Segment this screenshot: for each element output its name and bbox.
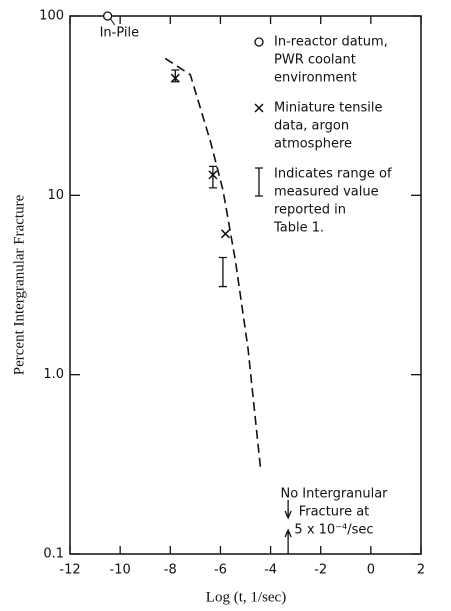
annotation-arrow [284, 528, 292, 554]
plot-frame [69, 15, 422, 555]
point-label: In-Pile [100, 26, 140, 41]
error-bar [208, 165, 217, 189]
y-tick-label: 1.0 [43, 367, 64, 382]
legend-label: PWR coolant [274, 53, 356, 68]
y-tick-label: 10 [47, 188, 64, 203]
legend-label: measured value [274, 185, 379, 200]
legend-label: Indicates range of [274, 167, 392, 182]
fit-curve [164, 57, 262, 469]
y-tick-label: 100 [39, 9, 64, 24]
x-tick-label: -12 [59, 563, 80, 578]
label-leader [110, 18, 116, 26]
legend-label: data, argon [274, 119, 349, 134]
data-point [220, 229, 230, 239]
x-tick-label: -6 [214, 563, 227, 578]
legend-label: reported in [274, 203, 346, 218]
x-tick-label: -8 [164, 563, 177, 578]
y-tick-label: 0.1 [43, 547, 64, 562]
annotation: Fracture at [299, 505, 370, 520]
y-axis-label: Percent Intergranular Fracture [11, 194, 27, 375]
annotation: 5 x 10⁻⁴/sec [294, 523, 373, 538]
annotation-arrow [284, 500, 292, 520]
legend-label: environment [274, 71, 357, 86]
x-axis-label: Log (t, 1/sec) [206, 589, 286, 605]
legend-symbol [254, 103, 264, 113]
legend-label: Miniature tensile [274, 101, 383, 116]
legend-label: atmosphere [274, 137, 352, 152]
data-point [102, 11, 113, 21]
x-tick-label: -10 [110, 563, 131, 578]
data-point [170, 73, 180, 83]
data-point [208, 170, 218, 180]
x-tick-label: -2 [314, 563, 327, 578]
annotation: No Intergranular [280, 487, 388, 502]
legend-symbol [255, 167, 263, 197]
legend-symbol [254, 37, 264, 47]
error-bar [218, 256, 227, 288]
legend-label: In-reactor datum, [274, 35, 388, 50]
legend-label: Table 1. [273, 221, 324, 236]
x-tick-label: 0 [367, 563, 375, 578]
x-tick-label: 2 [417, 563, 425, 578]
x-tick-label: -4 [264, 563, 277, 578]
